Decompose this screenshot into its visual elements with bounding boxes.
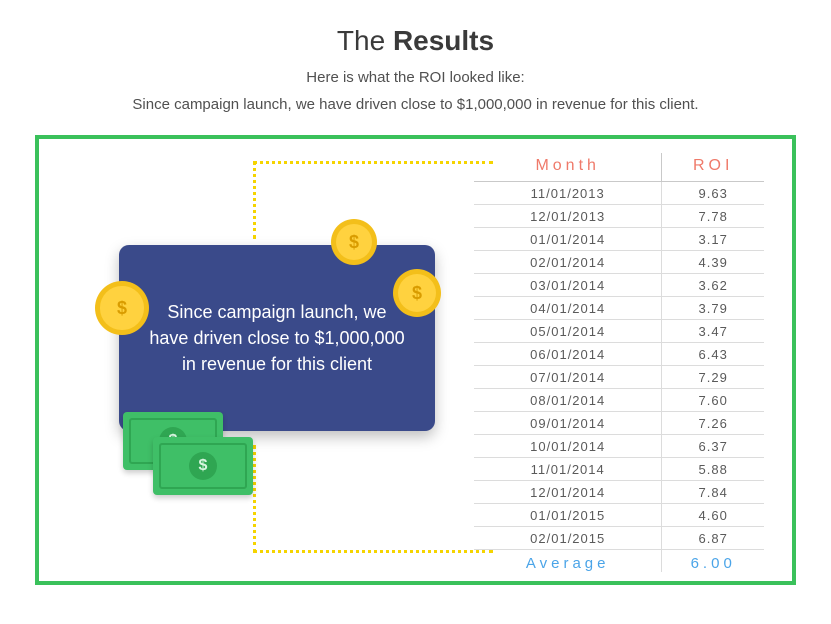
title-bold: Results [393, 25, 494, 56]
table-cell: 3.79 [662, 297, 764, 320]
table-cell: 3.62 [662, 274, 764, 297]
table-cell: 4.60 [662, 504, 764, 527]
table-cell: 9.63 [662, 182, 764, 205]
table-cell: 5.88 [662, 458, 764, 481]
table-row: 02/01/20144.39 [474, 251, 764, 274]
table-cell: 6.87 [662, 527, 764, 550]
table-cell: 7.26 [662, 412, 764, 435]
page-title: The Results [0, 25, 831, 57]
table-cell: 07/01/2014 [474, 366, 662, 389]
col-header-month: Month [474, 153, 662, 182]
table-cell: 01/01/2015 [474, 504, 662, 527]
table-cell: 6.37 [662, 435, 764, 458]
table-cell: 10/01/2014 [474, 435, 662, 458]
callout-text: Since campaign launch, we have driven cl… [149, 299, 405, 377]
cash-icon: $ [153, 437, 253, 495]
table-cell: 7.84 [662, 481, 764, 504]
table-row: 11/01/20145.88 [474, 458, 764, 481]
dotted-path-left2 [253, 445, 256, 553]
table-cell: 01/01/2014 [474, 228, 662, 251]
table-cell: 7.78 [662, 205, 764, 228]
table-row: 12/01/20137.78 [474, 205, 764, 228]
table-cell: 04/01/2014 [474, 297, 662, 320]
table-cell: 11/01/2014 [474, 458, 662, 481]
table-cell: 06/01/2014 [474, 343, 662, 366]
col-header-roi: ROI [662, 153, 764, 182]
table-cell: 3.17 [662, 228, 764, 251]
lead-text: Since campaign launch, we have driven cl… [0, 96, 831, 113]
coin-icon: $ [331, 219, 377, 265]
footer-value: 6.00 [662, 550, 764, 573]
dotted-path-left1 [253, 161, 256, 239]
table-cell: 4.39 [662, 251, 764, 274]
table-row: 12/01/20147.84 [474, 481, 764, 504]
title-pre: The [337, 25, 393, 56]
table-row: 07/01/20147.29 [474, 366, 764, 389]
table-cell: 03/01/2014 [474, 274, 662, 297]
dotted-path-top [253, 161, 493, 164]
subtitle: Here is what the ROI looked like: [0, 69, 831, 86]
table-row: 02/01/20156.87 [474, 527, 764, 550]
table-cell: 12/01/2013 [474, 205, 662, 228]
roi-table-wrap: Month ROI 11/01/20139.6312/01/20137.7801… [474, 153, 764, 572]
revenue-callout-card: Since campaign launch, we have driven cl… [119, 245, 435, 431]
table-cell: 3.47 [662, 320, 764, 343]
coin-icon: $ [393, 269, 441, 317]
table-row: 09/01/20147.26 [474, 412, 764, 435]
table-cell: 02/01/2015 [474, 527, 662, 550]
table-cell: 09/01/2014 [474, 412, 662, 435]
table-row: 11/01/20139.63 [474, 182, 764, 205]
table-cell: 7.29 [662, 366, 764, 389]
table-cell: 08/01/2014 [474, 389, 662, 412]
table-row: 10/01/20146.37 [474, 435, 764, 458]
table-row: 04/01/20143.79 [474, 297, 764, 320]
roi-table: Month ROI 11/01/20139.6312/01/20137.7801… [474, 153, 764, 572]
table-row: 01/01/20154.60 [474, 504, 764, 527]
table-cell: 6.43 [662, 343, 764, 366]
table-cell: 11/01/2013 [474, 182, 662, 205]
table-cell: 05/01/2014 [474, 320, 662, 343]
results-panel: Since campaign launch, we have driven cl… [35, 135, 796, 585]
table-cell: 12/01/2014 [474, 481, 662, 504]
footer-label: Average [474, 550, 662, 573]
coin-icon: $ [95, 281, 149, 335]
table-row: 01/01/20143.17 [474, 228, 764, 251]
dotted-path-bot [253, 550, 493, 553]
table-row: 03/01/20143.62 [474, 274, 764, 297]
table-cell: 7.60 [662, 389, 764, 412]
table-row: 05/01/20143.47 [474, 320, 764, 343]
table-row: 08/01/20147.60 [474, 389, 764, 412]
table-cell: 02/01/2014 [474, 251, 662, 274]
table-row: 06/01/20146.43 [474, 343, 764, 366]
